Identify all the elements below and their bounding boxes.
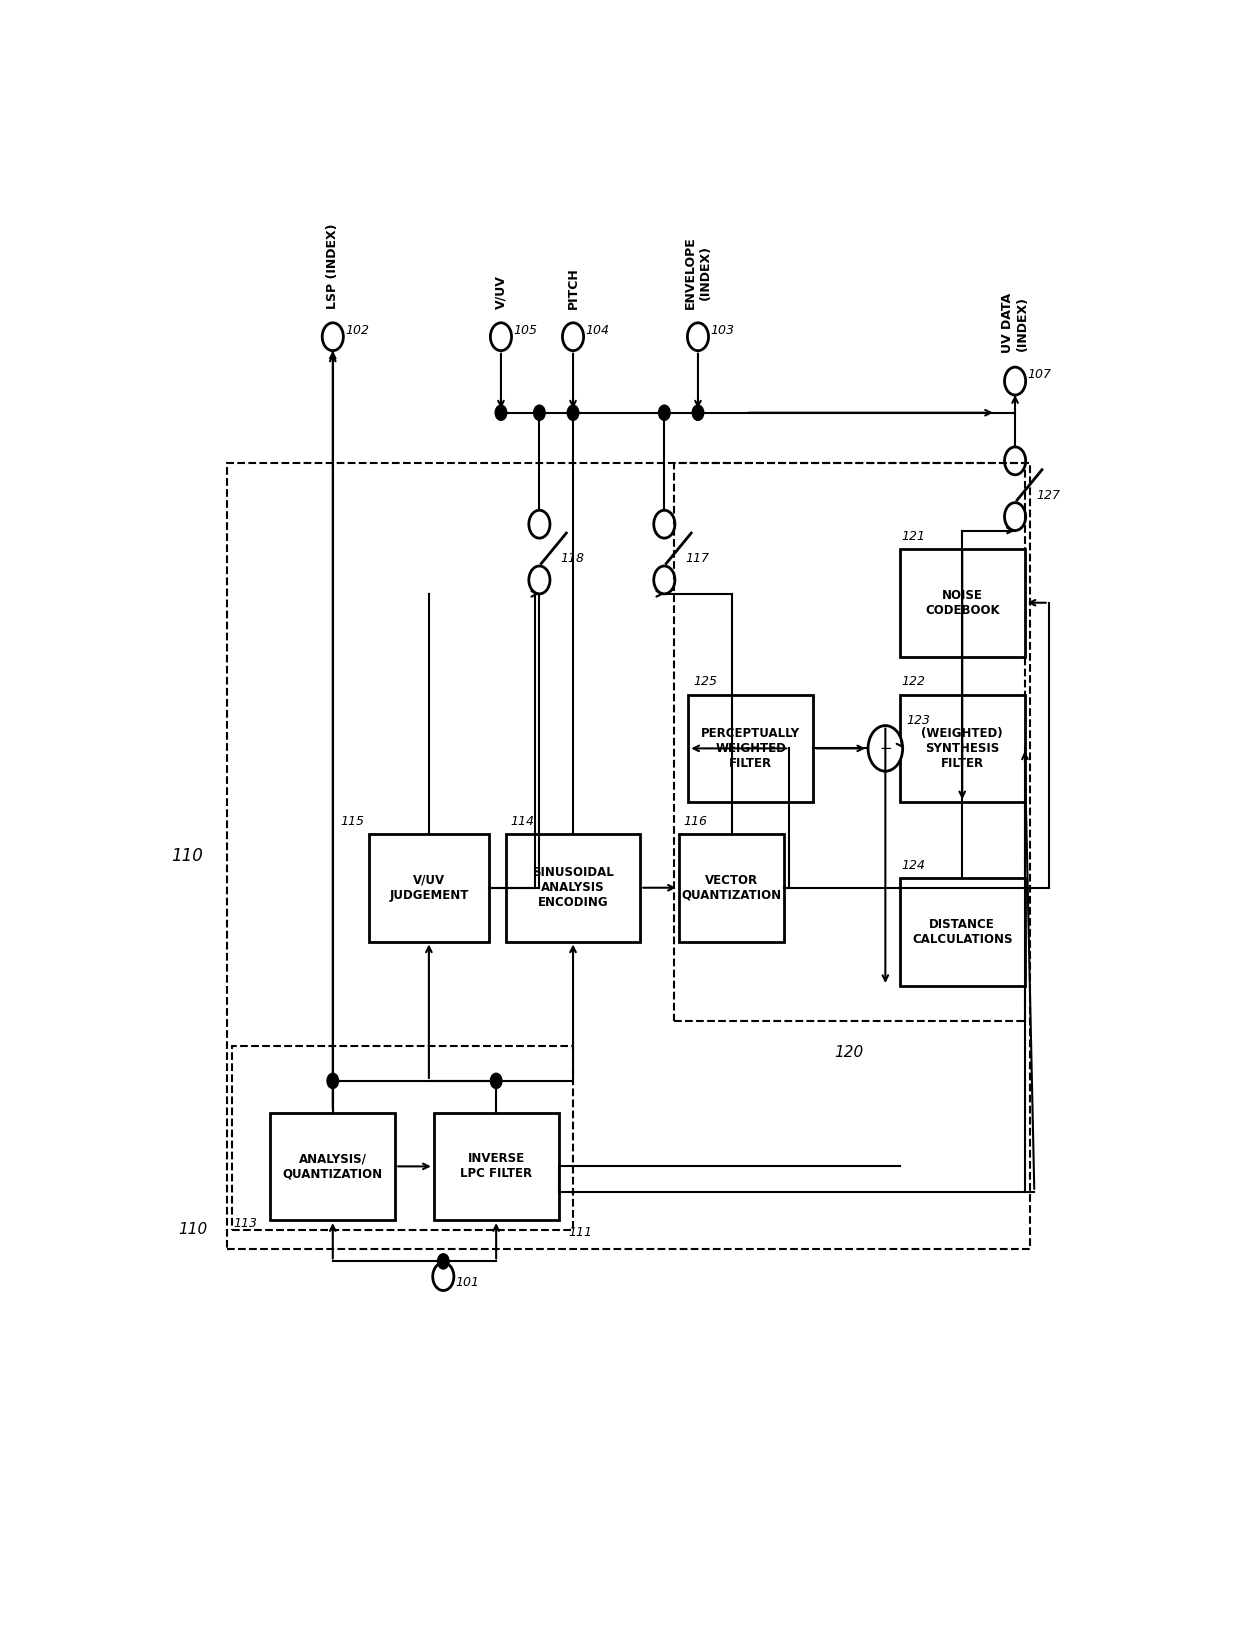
FancyBboxPatch shape <box>900 549 1024 656</box>
Text: 117: 117 <box>686 551 709 564</box>
Text: 124: 124 <box>901 859 926 872</box>
Text: 122: 122 <box>901 676 926 688</box>
Text: 113: 113 <box>234 1217 258 1230</box>
Text: 102: 102 <box>345 324 370 337</box>
Text: 107: 107 <box>1028 368 1052 382</box>
Text: V/UV
JUDGEMENT: V/UV JUDGEMENT <box>389 873 469 901</box>
FancyBboxPatch shape <box>368 834 489 941</box>
FancyBboxPatch shape <box>678 834 785 941</box>
Circle shape <box>567 405 579 421</box>
Text: LSP (INDEX): LSP (INDEX) <box>326 224 340 309</box>
Text: INVERSE
LPC FILTER: INVERSE LPC FILTER <box>460 1153 532 1181</box>
Text: ENVELOPE
(INDEX): ENVELOPE (INDEX) <box>684 237 712 309</box>
Text: 104: 104 <box>585 324 610 337</box>
Text: ANALYSIS/
QUANTIZATION: ANALYSIS/ QUANTIZATION <box>283 1153 383 1181</box>
Text: −: − <box>879 740 892 757</box>
Text: 121: 121 <box>901 530 926 543</box>
Text: PITCH: PITCH <box>567 266 579 309</box>
Circle shape <box>868 725 903 772</box>
Text: V/UV: V/UV <box>495 275 507 309</box>
Text: 123: 123 <box>906 714 930 727</box>
Text: 125: 125 <box>693 676 717 688</box>
FancyBboxPatch shape <box>434 1112 558 1221</box>
Text: 127: 127 <box>1037 489 1060 502</box>
Text: 120: 120 <box>835 1045 864 1059</box>
Text: VECTOR
QUANTIZATION: VECTOR QUANTIZATION <box>682 873 781 901</box>
Text: (WEIGHTED)
SYNTHESIS
FILTER: (WEIGHTED) SYNTHESIS FILTER <box>921 727 1003 770</box>
Text: 114: 114 <box>511 814 534 827</box>
Text: PERCEPTUALLY
WEIGHTED
FILTER: PERCEPTUALLY WEIGHTED FILTER <box>702 727 800 770</box>
Text: SINUSOIDAL
ANALYSIS
ENCODING: SINUSOIDAL ANALYSIS ENCODING <box>532 867 614 910</box>
Text: 118: 118 <box>560 551 584 564</box>
Circle shape <box>658 405 670 421</box>
Text: DISTANCE
CALCULATIONS: DISTANCE CALCULATIONS <box>911 918 1013 946</box>
Circle shape <box>533 405 546 421</box>
Circle shape <box>490 1073 502 1089</box>
Circle shape <box>692 405 704 421</box>
Text: 111: 111 <box>568 1227 593 1239</box>
FancyBboxPatch shape <box>506 834 640 941</box>
Text: 101: 101 <box>456 1277 480 1290</box>
Circle shape <box>495 405 507 421</box>
Text: 110: 110 <box>179 1222 208 1237</box>
Text: 116: 116 <box>683 814 708 827</box>
Text: NOISE
CODEBOOK: NOISE CODEBOOK <box>925 589 999 617</box>
Text: 115: 115 <box>340 814 365 827</box>
Circle shape <box>438 1253 449 1268</box>
Text: 110: 110 <box>171 847 203 865</box>
FancyBboxPatch shape <box>900 878 1024 985</box>
Text: 103: 103 <box>711 324 734 337</box>
FancyBboxPatch shape <box>900 694 1024 803</box>
Text: UV DATA
(INDEX): UV DATA (INDEX) <box>1001 293 1029 354</box>
Text: 105: 105 <box>513 324 537 337</box>
Circle shape <box>327 1073 339 1089</box>
FancyBboxPatch shape <box>688 694 813 803</box>
FancyBboxPatch shape <box>270 1112 396 1221</box>
